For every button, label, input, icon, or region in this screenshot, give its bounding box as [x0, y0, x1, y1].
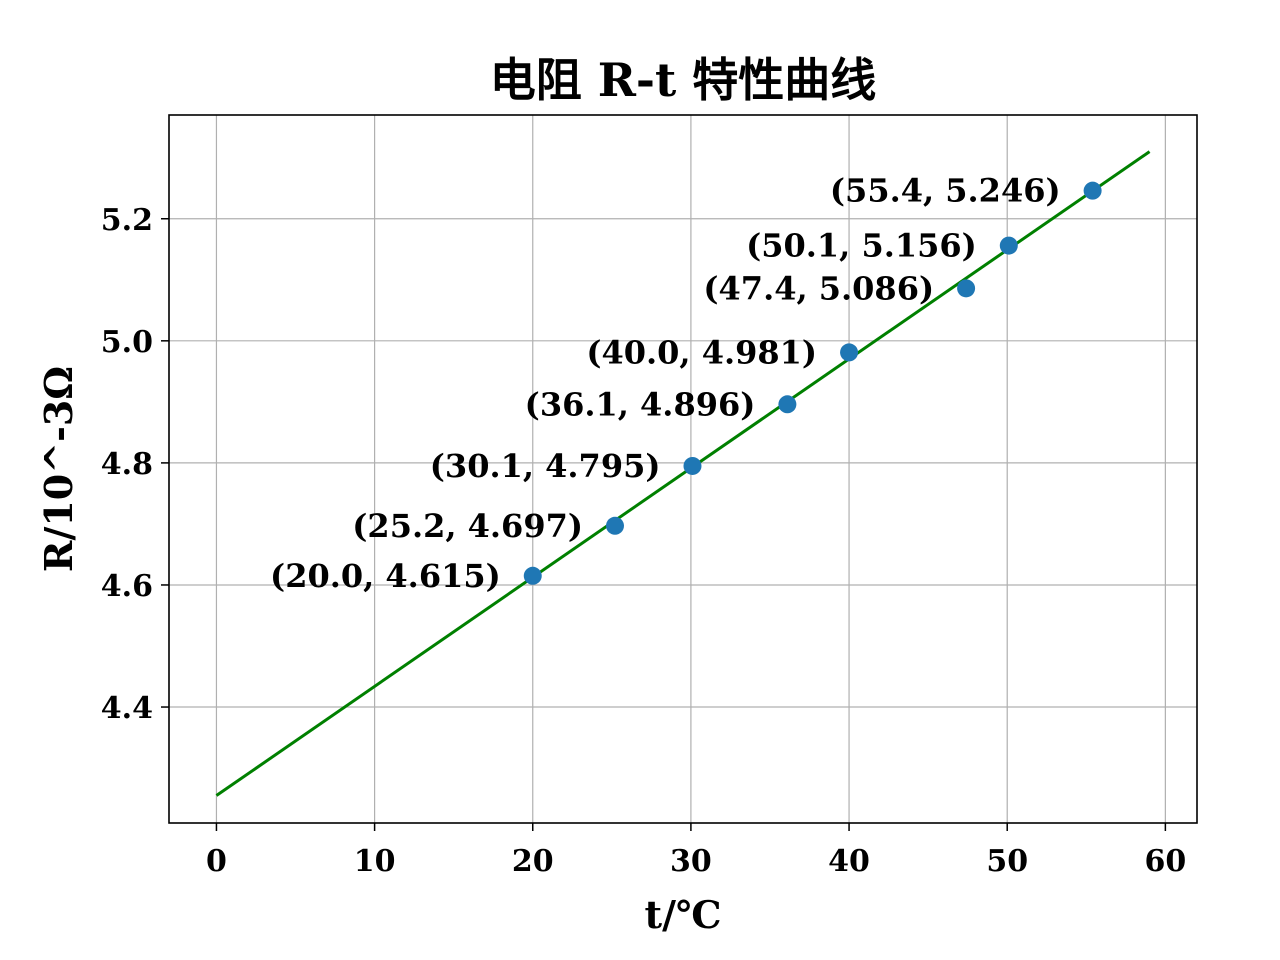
x-tick-label: 20 [512, 844, 554, 879]
data-point-label: (30.1, 4.795) [430, 447, 661, 485]
y-tick-label: 4.8 [101, 447, 153, 482]
x-tick-label: 10 [354, 844, 396, 879]
data-point [999, 236, 1018, 255]
x-axis-label: t/℃ [645, 892, 722, 937]
data-point [1083, 181, 1102, 200]
data-point-label: (47.4, 5.086) [703, 269, 934, 307]
data-point [778, 395, 797, 414]
data-point-label: (20.0, 4.615) [270, 557, 501, 595]
data-point-label: (50.1, 5.156) [746, 227, 977, 265]
data-point-label: (55.4, 5.246) [830, 172, 1061, 210]
x-tick-label: 0 [206, 844, 227, 879]
x-tick-label: 50 [986, 844, 1028, 879]
data-point-label: (25.2, 4.697) [352, 507, 583, 545]
ticks: 0 10 20 30 40 50 60 4.4 4.6 4.8 5.0 5.2 [101, 203, 1186, 879]
data-point [523, 566, 542, 585]
y-axis-label: R/10^-3Ω [36, 366, 81, 572]
chart-title: 电阻 R-t 特性曲线 [490, 53, 877, 107]
data-point [683, 456, 702, 475]
data-point [957, 279, 976, 298]
data-point-label: (40.0, 4.981) [586, 333, 817, 371]
y-tick-label: 4.6 [101, 569, 153, 604]
x-tick-label: 60 [1144, 844, 1186, 879]
data-point [840, 343, 859, 362]
data-point-label: (36.1, 4.896) [525, 385, 756, 423]
y-tick-label: 4.4 [101, 691, 153, 726]
y-tick-label: 5.2 [101, 203, 153, 238]
x-tick-label: 30 [670, 844, 712, 879]
fit-line [215, 150, 1151, 797]
y-tick-label: 5.0 [101, 325, 153, 360]
grid [169, 115, 1197, 823]
data-point [605, 516, 624, 535]
plot-frame [168, 114, 1198, 824]
data-marks: (20.0, 4.615) (25.2, 4.697) (30.1, 4.795) (… [215, 150, 1151, 797]
x-tick-label: 40 [828, 844, 870, 879]
